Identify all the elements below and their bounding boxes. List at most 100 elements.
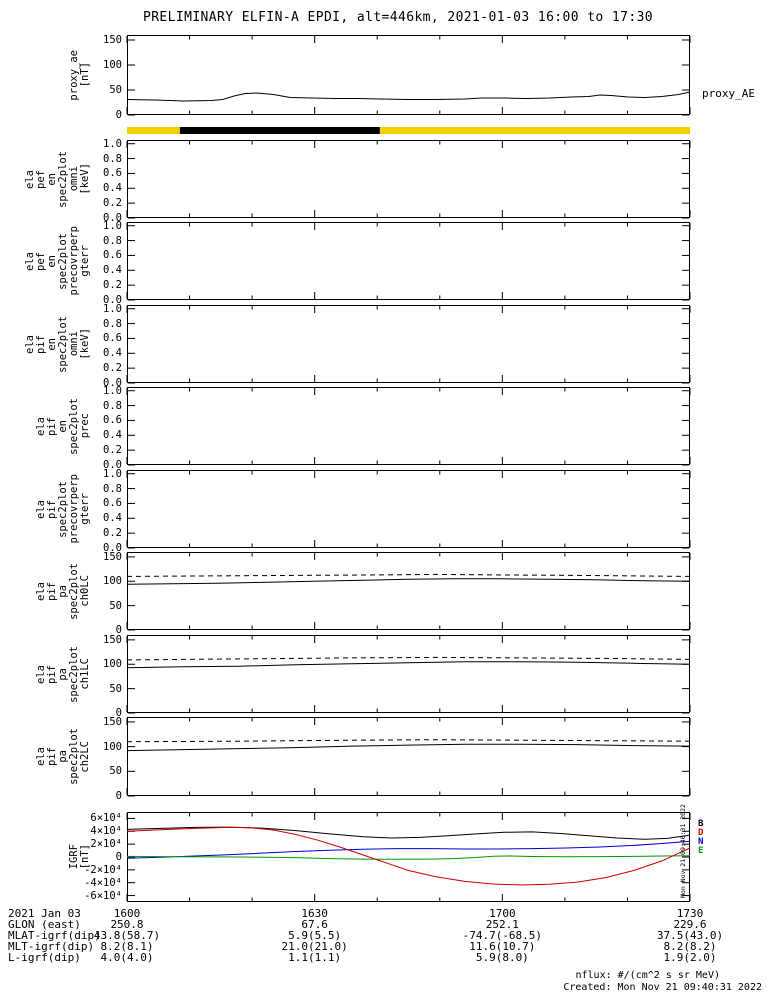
footer-cell: 229.6 bbox=[673, 918, 707, 931]
pif_omni-ytick-label: 0.6 bbox=[103, 332, 122, 345]
footer-cell: 1.9(2.0) bbox=[663, 951, 717, 964]
panel-igrf: 6×10⁴ 4×10⁴ 2×10⁴ 0 -2×10⁴ -4×10⁴ -6×10⁴ IGRF [n… bbox=[68, 804, 703, 902]
panel-ch2lc: 150 100 50 0 ela pif pa spec2plot ch2LC bbox=[35, 716, 691, 802]
pef_precovr-ylabel: ela pef en spec2plot precovrperp gterr bbox=[24, 226, 91, 296]
footer-cell: 1700 bbox=[489, 907, 516, 920]
pef_precovr-ytick-label: 0.6 bbox=[103, 249, 122, 262]
panel-ch0lc: 150 100 50 0 ela pif pa spec2plot ch0LC bbox=[35, 551, 691, 636]
igrf-ytick-label: -2×10⁴ bbox=[84, 863, 122, 876]
pif_omni-ytick-label: 0.0 bbox=[103, 377, 122, 389]
sunlight-shadow-bar bbox=[127, 127, 690, 134]
footer-cell: 5.9(8.0) bbox=[475, 951, 529, 964]
igrf-ylabel: IGRF [nT] bbox=[68, 844, 91, 870]
ch0-ytick-label: 100 bbox=[103, 575, 122, 588]
footer-cell: 1730 bbox=[676, 907, 704, 920]
footer-cell: 21.0(21.0) bbox=[281, 940, 348, 953]
proxy_ae-ytick-label: 50 bbox=[109, 84, 122, 96]
legend-entry-B: B bbox=[698, 819, 704, 829]
pef_omni-ytick-label: 0.2 bbox=[103, 197, 122, 210]
panel-ch1lc: 150 100 50 0 ela pif pa spec2plot ch1LC bbox=[35, 634, 691, 719]
proxy_ae-ylabel: proxy_ae [nT] bbox=[68, 49, 91, 101]
pef_omni-ytick-label: 0.8 bbox=[103, 152, 122, 165]
pif_prec-plot bbox=[126, 387, 691, 466]
pef_omni-plot bbox=[126, 140, 691, 219]
plot-title: PRELIMINARY ELFIN-A EPDI, alt=446km, 202… bbox=[142, 10, 654, 25]
panel-pif-precovrperp: 1.0 0.8 0.6 0.4 0.2 0.0 ela pif spec2plot precovr… bbox=[35, 468, 691, 554]
pif_prec-ytick-label: 0.8 bbox=[103, 399, 122, 412]
pif_prec-ytick-label: 0.4 bbox=[103, 429, 122, 442]
footer-row-label: GLON (east) bbox=[8, 918, 81, 931]
pif_prec-ytick-label: 0.0 bbox=[103, 459, 122, 471]
igrf-ytick-label: -4×10⁴ bbox=[84, 876, 122, 889]
pif_omni-ytick-label: 1.0 bbox=[103, 302, 122, 315]
ch1-plot bbox=[126, 635, 691, 714]
footer-cell: 1.1(1.1) bbox=[288, 951, 342, 964]
ch0-ylabel: ela pif pa spec2plot ch0LC bbox=[35, 562, 91, 620]
igrf-ytick-label: 0 bbox=[115, 851, 122, 863]
proxy_ae-plot bbox=[126, 35, 691, 116]
ch2-ylabel: ela pif pa spec2plot ch2LC bbox=[35, 728, 91, 785]
pef_omni-ytick-label: 0.4 bbox=[103, 182, 122, 195]
footer-cell: 5.9(5.5) bbox=[288, 929, 342, 942]
pif_prec-ytick-label: 0.6 bbox=[103, 414, 122, 427]
footer-row-label: 2021 Jan 03 bbox=[8, 907, 81, 920]
pef_precovr-plot bbox=[126, 222, 691, 301]
pef_precovr-ytick-label: 0.4 bbox=[103, 264, 122, 277]
ch2-ytick-label: 100 bbox=[103, 740, 122, 753]
proxy_ae-ytick-label: 150 bbox=[103, 34, 122, 46]
igrf-ytick-label: 6×10⁴ bbox=[90, 812, 122, 825]
ch2-ytick-label: 0 bbox=[115, 790, 122, 802]
footer-cell: 43.8(58.7) bbox=[93, 929, 161, 942]
pif_omni-ylabel: ela pif en spec2plot omni [keV] bbox=[24, 315, 91, 373]
footer-cell: 1630 bbox=[301, 907, 328, 920]
panel-pef-precovrperp: 1.0 0.8 0.6 0.4 0.2 0.0 ela pef en spec2plot preco… bbox=[24, 220, 691, 306]
sunbar-plot bbox=[127, 127, 690, 134]
pef_precovr-ytick-label: 0.8 bbox=[103, 234, 122, 247]
pif_precovr-ytick-label: 1.0 bbox=[103, 467, 122, 480]
created-note: Created: Mon Nov 21 09:40:31 2022 bbox=[563, 982, 762, 993]
footer-cell: 11.6(10.7) bbox=[469, 940, 536, 953]
pif_prec-ytick-label: 1.0 bbox=[103, 384, 122, 397]
pef_precovr-ytick-label: 1.0 bbox=[103, 219, 122, 232]
footer-cell: 67.6 bbox=[301, 918, 328, 931]
panel-pif-prec: 1.0 0.8 0.6 0.4 0.2 0.0 ela pif en spec2plot prec bbox=[35, 385, 691, 471]
panel-proxy-ae: 150 100 50 0 proxy_ae [nT] proxy_AE bbox=[68, 34, 755, 121]
footer-cell: 1600 bbox=[113, 907, 141, 920]
pif_precovr-plot bbox=[126, 470, 691, 549]
ch1-ytick-label: 150 bbox=[103, 633, 122, 646]
pef_omni-ylabel: ela pef en spec2plot omni [keV] bbox=[24, 150, 91, 208]
footer-cell: 8.2(8.2) bbox=[663, 940, 717, 953]
pif_precovr-ytick-label: 0.6 bbox=[103, 497, 122, 510]
footer-cell: 8.2(8.1) bbox=[100, 940, 154, 953]
pif_precovr-ytick-label: 0.0 bbox=[103, 542, 122, 554]
ch0-ytick-label: 150 bbox=[103, 550, 122, 563]
panel-pif-omni: 1.0 0.8 0.6 0.4 0.2 0.0 ela pif en spec2plot omni[… bbox=[24, 303, 691, 389]
ch2-plot bbox=[126, 717, 691, 797]
igrf-plot bbox=[126, 812, 691, 902]
footer-row-label: MLT-igrf(dip) bbox=[8, 940, 95, 953]
footer-row-label: L-igrf(dip) bbox=[8, 951, 81, 964]
ch2-ytick-label: 50 bbox=[109, 765, 122, 778]
units-note: nflux: #/(cm^2 s sr MeV) bbox=[575, 970, 721, 981]
pef_precovr-ytick-label: 0.0 bbox=[103, 294, 122, 306]
legend-entry-E: E bbox=[698, 846, 704, 856]
pif_precovr-ylabel: ela pif spec2plot precovrperp gterr bbox=[35, 474, 91, 544]
ch1-ytick-label: 0 bbox=[115, 707, 122, 719]
proxy_ae-ytick-label: 0 bbox=[115, 109, 122, 121]
ch1-ylabel: ela pif pa spec2plot ch1LC bbox=[35, 645, 91, 703]
pif_omni-ytick-label: 0.2 bbox=[103, 362, 122, 375]
ch0-ytick-label: 0 bbox=[115, 624, 122, 636]
igrf-ytick-label: -6×10⁴ bbox=[84, 889, 122, 902]
ch0-ytick-label: 50 bbox=[109, 599, 122, 612]
footer-cell: 37.5(43.0) bbox=[656, 929, 724, 942]
pef_omni-ytick-label: 0.6 bbox=[103, 167, 122, 180]
proxy_ae-right-label: proxy_AE bbox=[702, 87, 755, 100]
pif_prec-ylabel: ela pif en spec2plot prec bbox=[35, 397, 91, 455]
igrf-ytick-label: 2×10⁴ bbox=[90, 838, 122, 851]
vertical-timestamp: Mon Nov 21 09:40:31 2022 bbox=[679, 804, 687, 898]
pif_precovr-ytick-label: 0.8 bbox=[103, 482, 122, 495]
pif_omni-plot bbox=[126, 305, 691, 384]
pef_omni-ytick-label: 1.0 bbox=[103, 137, 122, 150]
proxy_ae-ytick-label: 100 bbox=[103, 59, 122, 71]
